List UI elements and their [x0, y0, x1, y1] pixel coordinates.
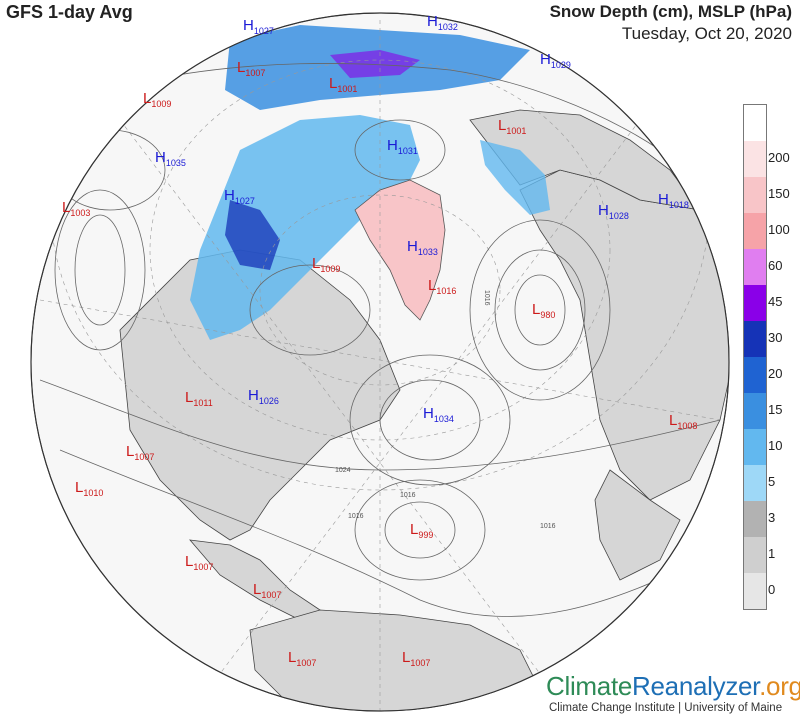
color-legend-bar — [743, 104, 767, 610]
legend-swatch — [744, 249, 766, 285]
legend-label: 45 — [768, 294, 783, 309]
snow-purple — [330, 50, 420, 78]
legend-swatch — [744, 141, 766, 177]
legend-label: 150 — [768, 186, 790, 201]
snow-light-blue — [190, 115, 420, 340]
high-center: H1027 — [243, 17, 274, 36]
brand-logo[interactable]: ClimateReanalyzer.org — [546, 671, 800, 702]
legend-swatch — [744, 393, 766, 429]
legend-swatch — [744, 357, 766, 393]
brand-part-2: Reanalyzer — [632, 671, 760, 701]
legend-label: 20 — [768, 366, 783, 381]
isobar-label: 1016 — [483, 290, 490, 306]
greenland-pink — [354, 179, 446, 321]
model-title: GFS 1-day Avg — [6, 2, 133, 22]
legend-label: 200 — [768, 150, 790, 165]
legend-label: 3 — [768, 510, 776, 525]
legend-label: 10 — [768, 438, 783, 453]
snow-scandinavia — [480, 140, 550, 215]
legend-label: 30 — [768, 330, 783, 345]
legend-label: 5 — [768, 474, 776, 489]
legend-label: 1 — [768, 546, 776, 561]
isobar-label: 1016 — [540, 523, 556, 530]
high-center: H1032 — [427, 13, 458, 32]
legend-swatch — [744, 429, 766, 465]
legend-label: 0 — [768, 582, 776, 597]
legend-swatch — [744, 177, 766, 213]
brand-subtitle: Climate Change Institute | University of… — [549, 702, 783, 714]
legend-label: 60 — [768, 258, 783, 273]
legend-swatch — [744, 465, 766, 501]
brand-part-1: Climate — [546, 671, 633, 701]
legend-label: 100 — [768, 222, 790, 237]
brand-part-3: .org — [759, 671, 800, 701]
legend-swatch — [744, 213, 766, 249]
high-center: H1029 — [540, 51, 571, 70]
legend-swatch — [744, 537, 766, 573]
legend-swatch — [744, 285, 766, 321]
variable-title: Snow Depth (cm), MSLP (hPa) — [549, 2, 792, 21]
isobar-label: 1016 — [348, 513, 364, 520]
legend-swatch — [744, 501, 766, 537]
legend-swatch — [744, 105, 766, 141]
snow-dark-blue — [225, 200, 280, 270]
legend-swatch — [744, 321, 766, 357]
africa-land — [594, 469, 681, 581]
legend-swatch — [744, 573, 766, 609]
isobar-label: 1024 — [335, 467, 351, 474]
legend-label: 15 — [768, 402, 783, 417]
isobar-label: 1016 — [400, 492, 416, 499]
date-label: Tuesday, Oct 20, 2020 — [621, 24, 792, 43]
